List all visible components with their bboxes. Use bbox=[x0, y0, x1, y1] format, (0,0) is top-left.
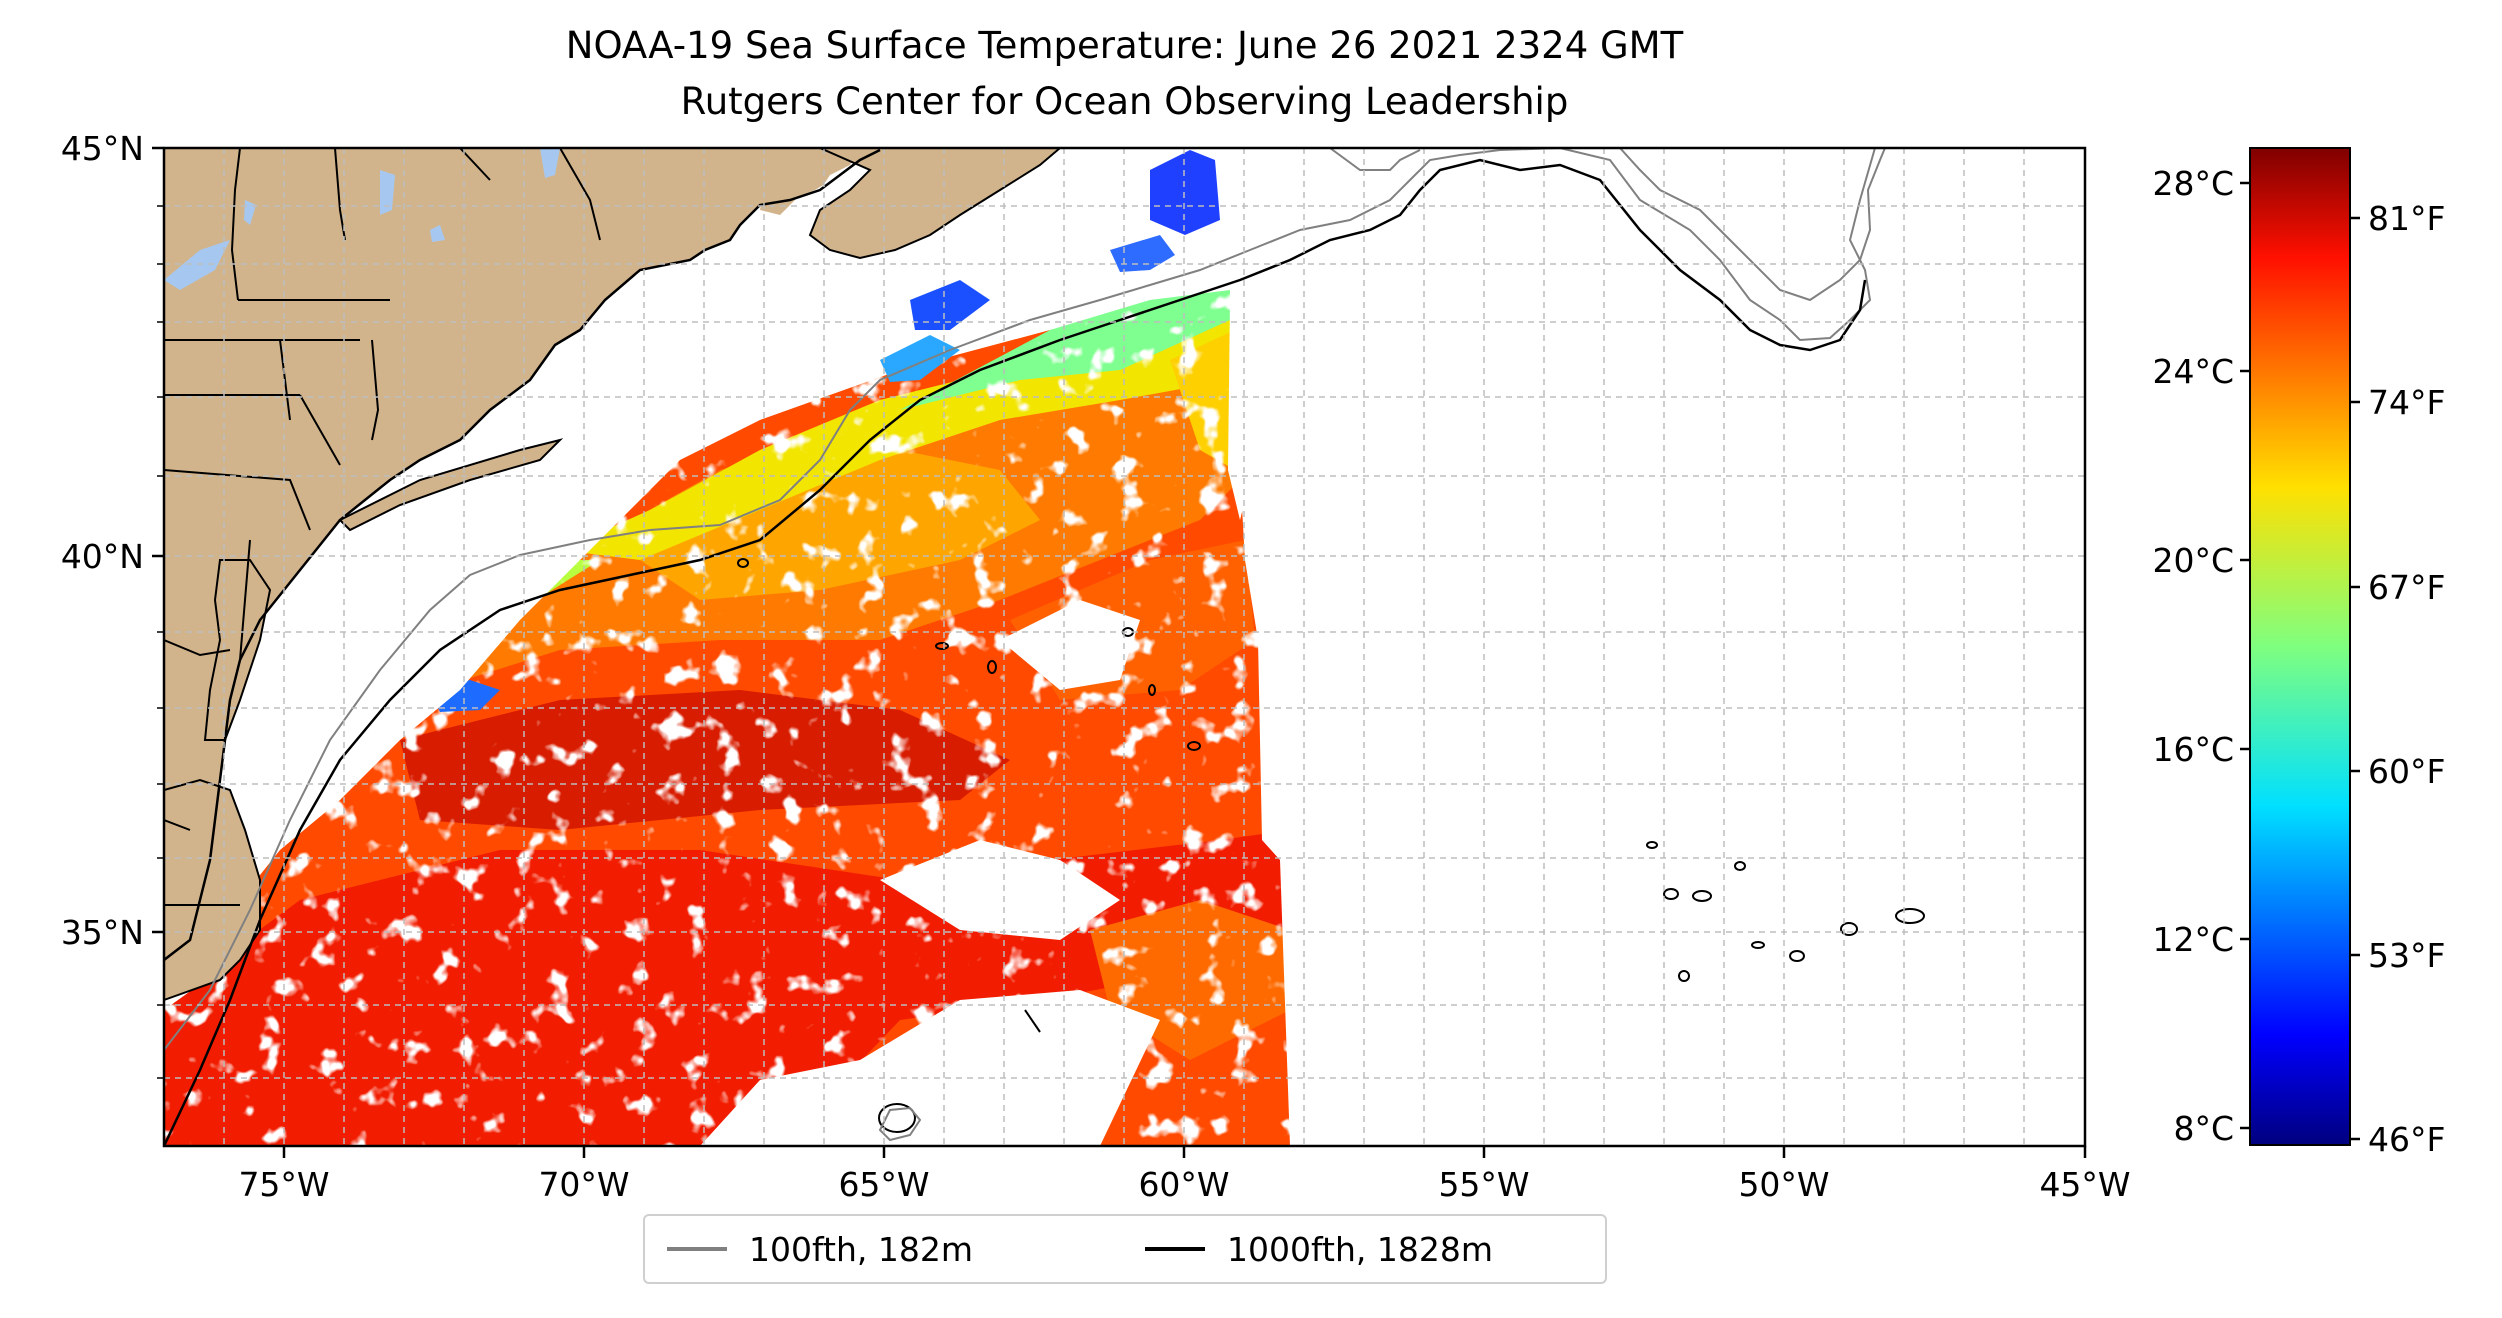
isobath-1000fth bbox=[164, 158, 1867, 1146]
legend-line-black bbox=[1145, 1247, 1205, 1251]
colorbar-celsius-label: 16°C bbox=[2152, 730, 2234, 769]
lon-label: 65°W bbox=[838, 1165, 929, 1204]
lat-label: 40°N bbox=[61, 537, 144, 576]
seamount-contours bbox=[737, 558, 1925, 1133]
lat-label: 45°N bbox=[61, 129, 144, 168]
colorbar-fahrenheit-label: 81°F bbox=[2368, 199, 2445, 238]
no-data-region bbox=[1228, 148, 2085, 1146]
colorbar-celsius-label: 28°C bbox=[2152, 164, 2234, 203]
state-borders bbox=[164, 148, 601, 906]
isobath-100fth bbox=[164, 148, 1876, 1051]
colorbar-ticks bbox=[2240, 181, 2360, 1141]
legend-label: 100fth, 182m bbox=[749, 1229, 973, 1269]
map-title: NOAA-19 Sea Surface Temperature: June 26… bbox=[565, 24, 1684, 67]
lakes bbox=[164, 148, 560, 290]
colorbar-celsius-label: 24°C bbox=[2152, 352, 2234, 391]
legend-item-100fth: 100fth, 182m bbox=[667, 1216, 973, 1282]
colorbar-fahrenheit-label: 67°F bbox=[2368, 568, 2445, 607]
cold-water-patches bbox=[430, 150, 1220, 712]
legend-label: 1000fth, 1828m bbox=[1227, 1229, 1493, 1269]
colorbar-fahrenheit-label: 53°F bbox=[2368, 936, 2445, 975]
lon-label: 45°W bbox=[2039, 1165, 2130, 1204]
coastline bbox=[164, 148, 881, 961]
lon-label: 60°W bbox=[1138, 1165, 1229, 1204]
colorbar-fahrenheit-label: 46°F bbox=[2368, 1120, 2445, 1159]
minor-ticks bbox=[157, 205, 164, 1079]
lat-label: 35°N bbox=[61, 913, 144, 952]
colorbar-fahrenheit-label: 74°F bbox=[2368, 383, 2445, 422]
colorbar-fahrenheit-label: 60°F bbox=[2368, 752, 2445, 791]
lon-label: 55°W bbox=[1438, 1165, 1529, 1204]
legend-item-1000fth: 1000fth, 1828m bbox=[1145, 1216, 1493, 1282]
map-frame bbox=[162, 146, 2087, 1148]
lon-label: 50°W bbox=[1738, 1165, 1829, 1204]
map-subtitle: Rutgers Center for Ocean Observing Leade… bbox=[680, 80, 1569, 123]
colorbar-celsius-label: 20°C bbox=[2152, 541, 2234, 580]
legend-line-gray bbox=[667, 1247, 727, 1251]
gridlines bbox=[164, 148, 2085, 1146]
colorbar bbox=[2249, 147, 2351, 1146]
legend: 100fth, 182m 1000fth, 1828m bbox=[643, 1214, 1607, 1284]
colorbar-celsius-label: 8°C bbox=[2173, 1109, 2234, 1148]
lon-label: 70°W bbox=[538, 1165, 629, 1204]
land bbox=[164, 148, 1062, 1010]
axis-ticks bbox=[152, 146, 2087, 1158]
lon-label: 75°W bbox=[238, 1165, 329, 1204]
colorbar-celsius-label: 12°C bbox=[2152, 920, 2234, 959]
